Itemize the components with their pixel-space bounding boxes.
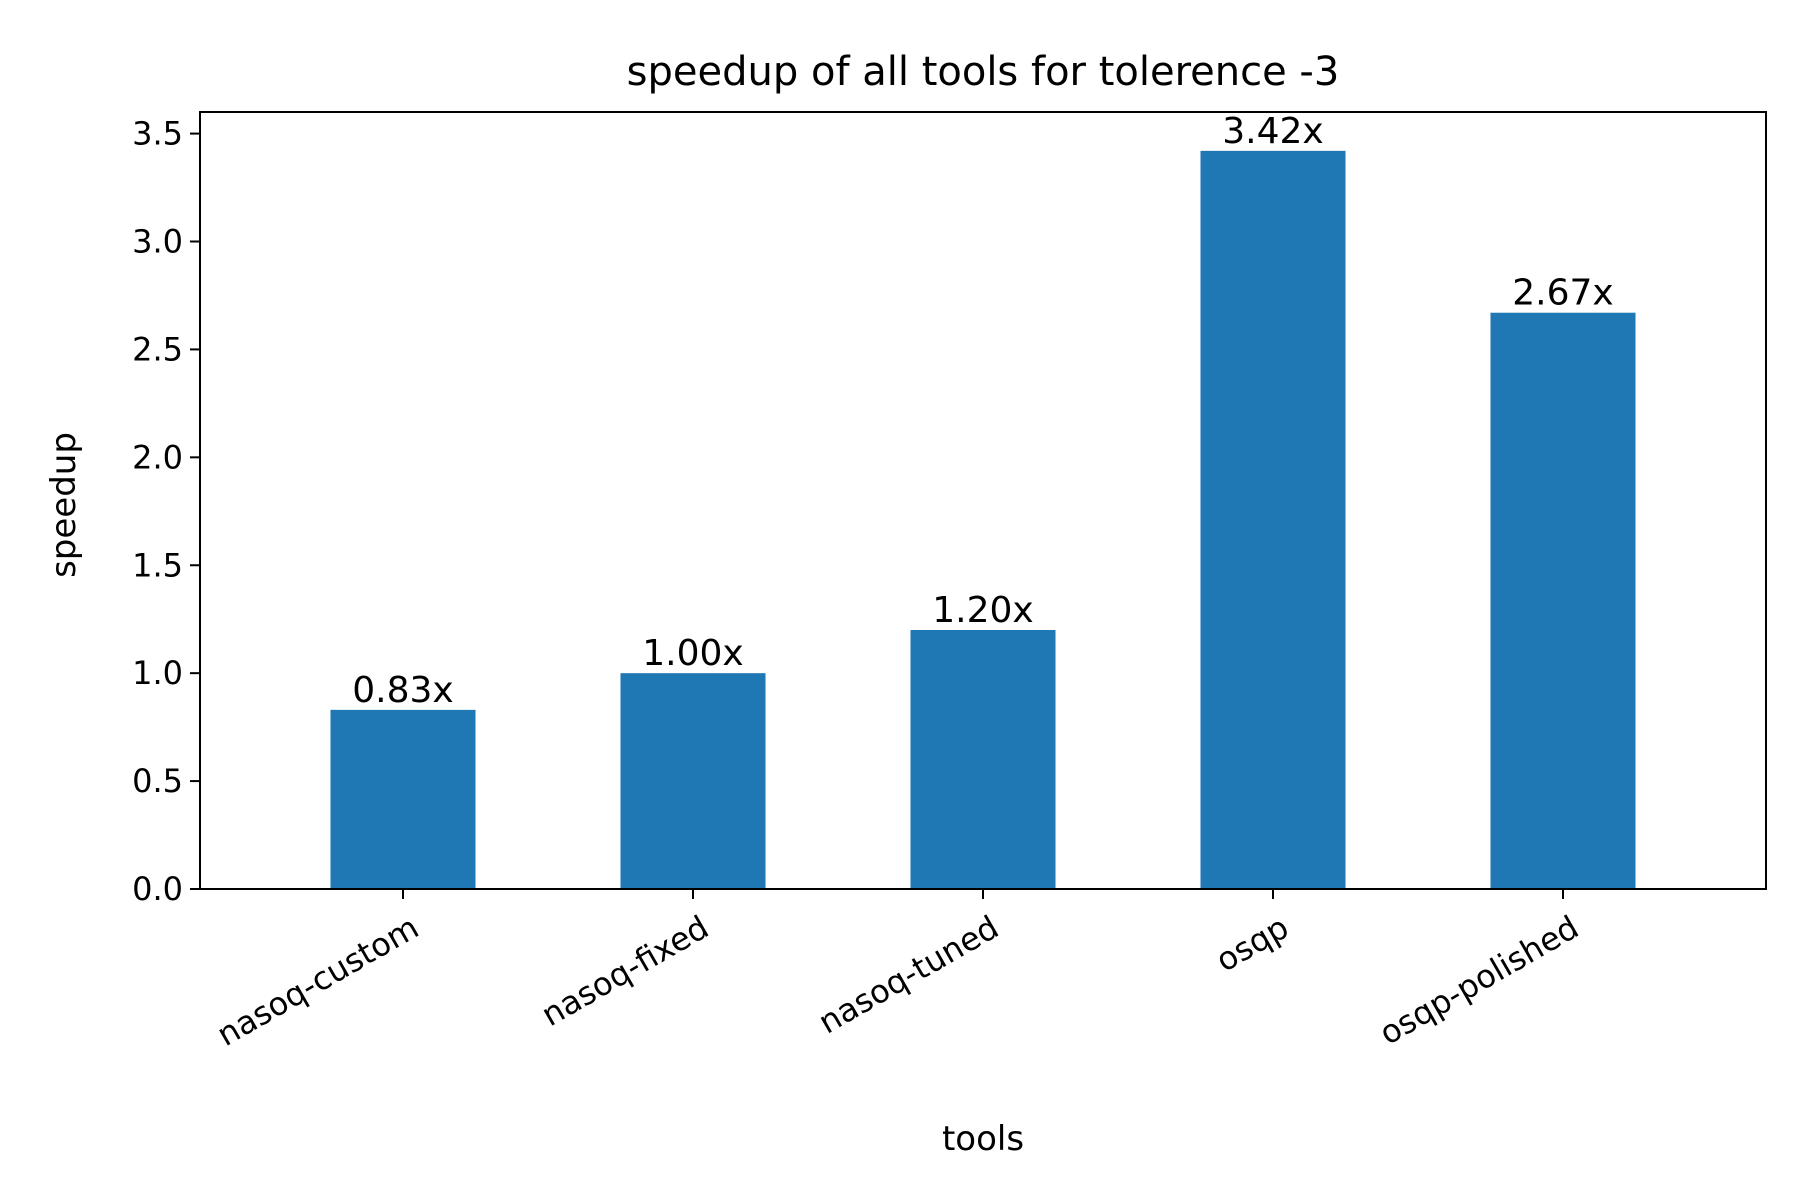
y-tick-label: 0.0 — [132, 870, 183, 908]
y-tick-label: 2.5 — [132, 330, 183, 368]
x-axis-label: tools — [942, 1119, 1024, 1159]
y-axis-label: speedup — [44, 432, 84, 578]
x-tick-label: nasoq-custom — [210, 908, 425, 1054]
bar-osqp-polished — [1490, 312, 1636, 890]
bar-value-label: 3.42x — [1222, 111, 1323, 152]
bars-group — [330, 150, 1636, 890]
x-axis-ticks: nasoq-custom nasoq-fixed nasoq-tuned osqp os… — [210, 889, 1585, 1054]
y-tick-label: 0.5 — [132, 762, 183, 800]
y-axis-ticks: 0.0 0.5 1.0 1.5 2.0 2.5 3.0 3.5 — [132, 115, 200, 908]
chart-title: speedup of all tools for tolerence -3 — [627, 49, 1340, 95]
bar-nasoq-custom — [330, 709, 476, 889]
y-tick-label: 2.0 — [132, 438, 183, 476]
y-tick-label: 1.5 — [132, 546, 183, 584]
bar-value-label: 2.67x — [1512, 273, 1613, 314]
bar-nasoq-tuned — [910, 630, 1056, 889]
bar-value-label: 1.20x — [932, 590, 1033, 631]
bar-nasoq-fixed — [620, 673, 766, 889]
bar-value-label: 0.83x — [352, 670, 453, 711]
plot-frame — [199, 111, 1767, 890]
bar-labels-group: 0.83x 1.00x 1.20x 3.42x 2.67x — [352, 111, 1613, 711]
bar-value-label: 1.00x — [642, 633, 743, 674]
x-tick-label: osqp — [1209, 908, 1295, 979]
x-tick-label: nasoq-fixed — [535, 908, 715, 1034]
y-tick-label: 1.0 — [132, 654, 183, 692]
y-tick-label: 3.0 — [132, 223, 183, 261]
x-tick-label: osqp-polished — [1373, 908, 1585, 1052]
bar-osqp — [1200, 150, 1346, 890]
y-tick-label: 3.5 — [132, 115, 183, 153]
x-tick-label: nasoq-tuned — [812, 908, 1005, 1041]
